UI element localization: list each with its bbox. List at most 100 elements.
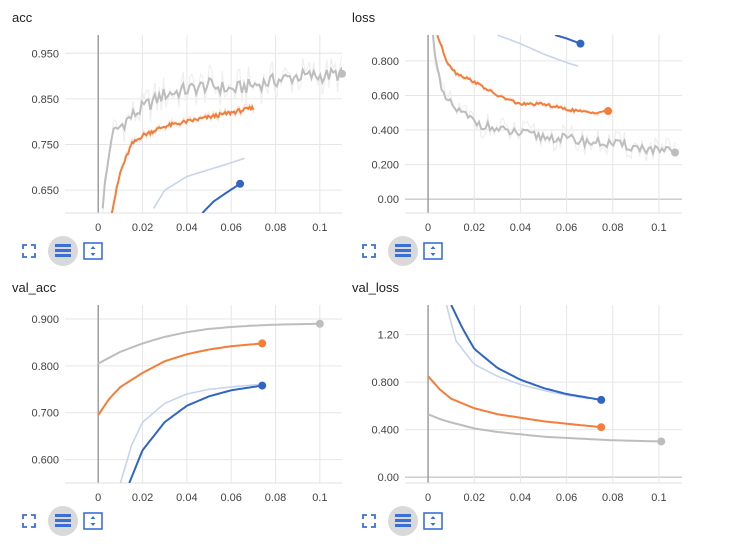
data-table-icon[interactable] [48,506,78,536]
x-tick-label: 0.04 [176,492,197,504]
series-line [445,305,590,400]
x-tick-label: 0.06 [220,222,241,234]
series-line [128,384,263,483]
data-table-icon[interactable] [388,236,418,266]
chart-plot-loss[interactable]: 0.00 0.200 0.400 0.600 0.800 0 0.02 0.04 0.06 0.0… [340,0,690,240]
series-smoothed-line [101,66,342,209]
y-tick-label: 0.650 [31,185,59,197]
x-tick-label: 0.04 [176,222,197,234]
series-end-point[interactable] [338,69,346,78]
series-end-point[interactable] [258,381,267,390]
x-tick-label: 0.1 [312,492,327,504]
series-line [427,413,662,443]
series-line [554,35,581,45]
y-tick-label: 0.800 [371,377,399,389]
x-tick-label: 0.02 [132,492,153,504]
chart-toolbar [358,236,452,266]
chart-card-loss: loss 0.00 0.200 0.400 0.600 0.800 0 0.02 0.04 0.… [340,0,690,270]
series-line [427,375,602,429]
chart-title: acc [12,10,33,25]
series-end-point[interactable] [315,319,324,328]
series-line [450,305,602,401]
chart-toolbar [358,506,452,536]
y-tick-label: 0.800 [31,361,59,373]
series-3 [201,182,241,213]
series-1 [436,35,609,117]
chart-toolbar [18,236,112,266]
expand-icon[interactable] [18,510,40,532]
x-tick-label: 0.04 [510,492,531,504]
chart-card-val-acc: val_acc 0.600 0.700 0.800 0.900 0 0.02 0.04 0.0… [0,270,350,540]
series-line [497,35,579,67]
x-tick-label: 0.08 [602,492,623,504]
series-end-point[interactable] [657,437,666,446]
series-2 [445,305,590,400]
chart-title: loss [352,10,376,25]
fit-domain-icon[interactable] [82,240,104,262]
data-table-icon[interactable] [48,236,78,266]
series-1 [110,103,255,213]
series-end-point[interactable] [671,148,680,157]
y-tick-label: 0.200 [371,160,399,172]
y-tick-label: 0.950 [31,48,59,60]
fit-domain-icon[interactable] [422,240,444,262]
x-tick-label: 0.08 [602,222,623,234]
series-2 [152,157,245,209]
chart-card-val-loss: val_loss 0.00 0.400 0.800 1.20 0 0.02 0.04 0.06… [340,270,690,540]
series-0 [431,35,676,162]
chart-toolbar [18,506,112,536]
fit-domain-icon[interactable] [422,510,444,532]
x-tick-label: 0 [425,492,431,504]
x-tick-label: 0.02 [464,222,485,234]
y-tick-label: 0.750 [31,140,59,152]
x-tick-label: 0.02 [464,492,485,504]
x-tick-label: 0.08 [265,222,286,234]
expand-icon[interactable] [18,240,40,262]
y-tick-label: 0.00 [378,194,399,206]
chart-plot-acc[interactable]: 0.650 0.750 0.850 0.950 0 0.02 0.04 0.06 0.08 0.1 [0,0,350,240]
x-tick-label: 0.1 [651,492,666,504]
x-tick-label: 0.06 [220,492,241,504]
series-end-point[interactable] [258,339,267,348]
series-raw-line [102,55,342,213]
series-2 [119,383,258,483]
y-tick-label: 0.850 [31,94,59,106]
series-end-point[interactable] [597,395,606,404]
y-tick-label: 1.20 [378,330,399,342]
series-end-point[interactable] [597,423,606,432]
x-tick-label: 0 [425,222,431,234]
series-end-point[interactable] [604,107,613,116]
y-tick-label: 0.600 [371,90,399,102]
series-end-point[interactable] [236,179,245,188]
y-tick-label: 0.00 [378,472,399,484]
x-tick-label: 0.06 [556,222,577,234]
y-tick-label: 0.400 [371,425,399,437]
y-tick-label: 0.900 [31,314,59,326]
chart-title: val_acc [12,280,57,295]
data-table-icon[interactable] [388,506,418,536]
x-tick-label: 0.06 [556,492,577,504]
chart-plot-val-acc[interactable]: 0.600 0.700 0.800 0.900 0 0.02 0.04 0.06 0.08 0.1 [0,270,350,510]
series-raw-line [432,35,676,162]
x-tick-label: 0.1 [312,222,327,234]
expand-icon[interactable] [358,240,380,262]
expand-icon[interactable] [358,510,380,532]
series-3 [128,384,263,483]
series-3 [450,305,602,401]
series-1 [97,342,263,416]
fit-domain-icon[interactable] [82,510,104,532]
x-tick-label: 0.02 [132,222,153,234]
series-3 [554,35,581,45]
chart-plot-val-loss[interactable]: 0.00 0.400 0.800 1.20 0 0.02 0.04 0.06 0.08 0.1 [340,270,690,510]
chart-card-acc: acc 0.650 0.750 0.850 0.950 0 0.02 0.04 0.06 0.0… [0,0,350,270]
x-tick-label: 0.08 [265,492,286,504]
x-tick-label: 0 [95,222,101,234]
series-smoothed-line [110,104,255,213]
x-tick-label: 0.1 [651,222,666,234]
series-smoothed-line [436,35,609,115]
series-0 [97,322,320,365]
y-tick-label: 0.400 [371,125,399,137]
chart-title: val_loss [352,280,399,295]
series-line [119,383,258,483]
series-end-point[interactable] [576,39,585,48]
